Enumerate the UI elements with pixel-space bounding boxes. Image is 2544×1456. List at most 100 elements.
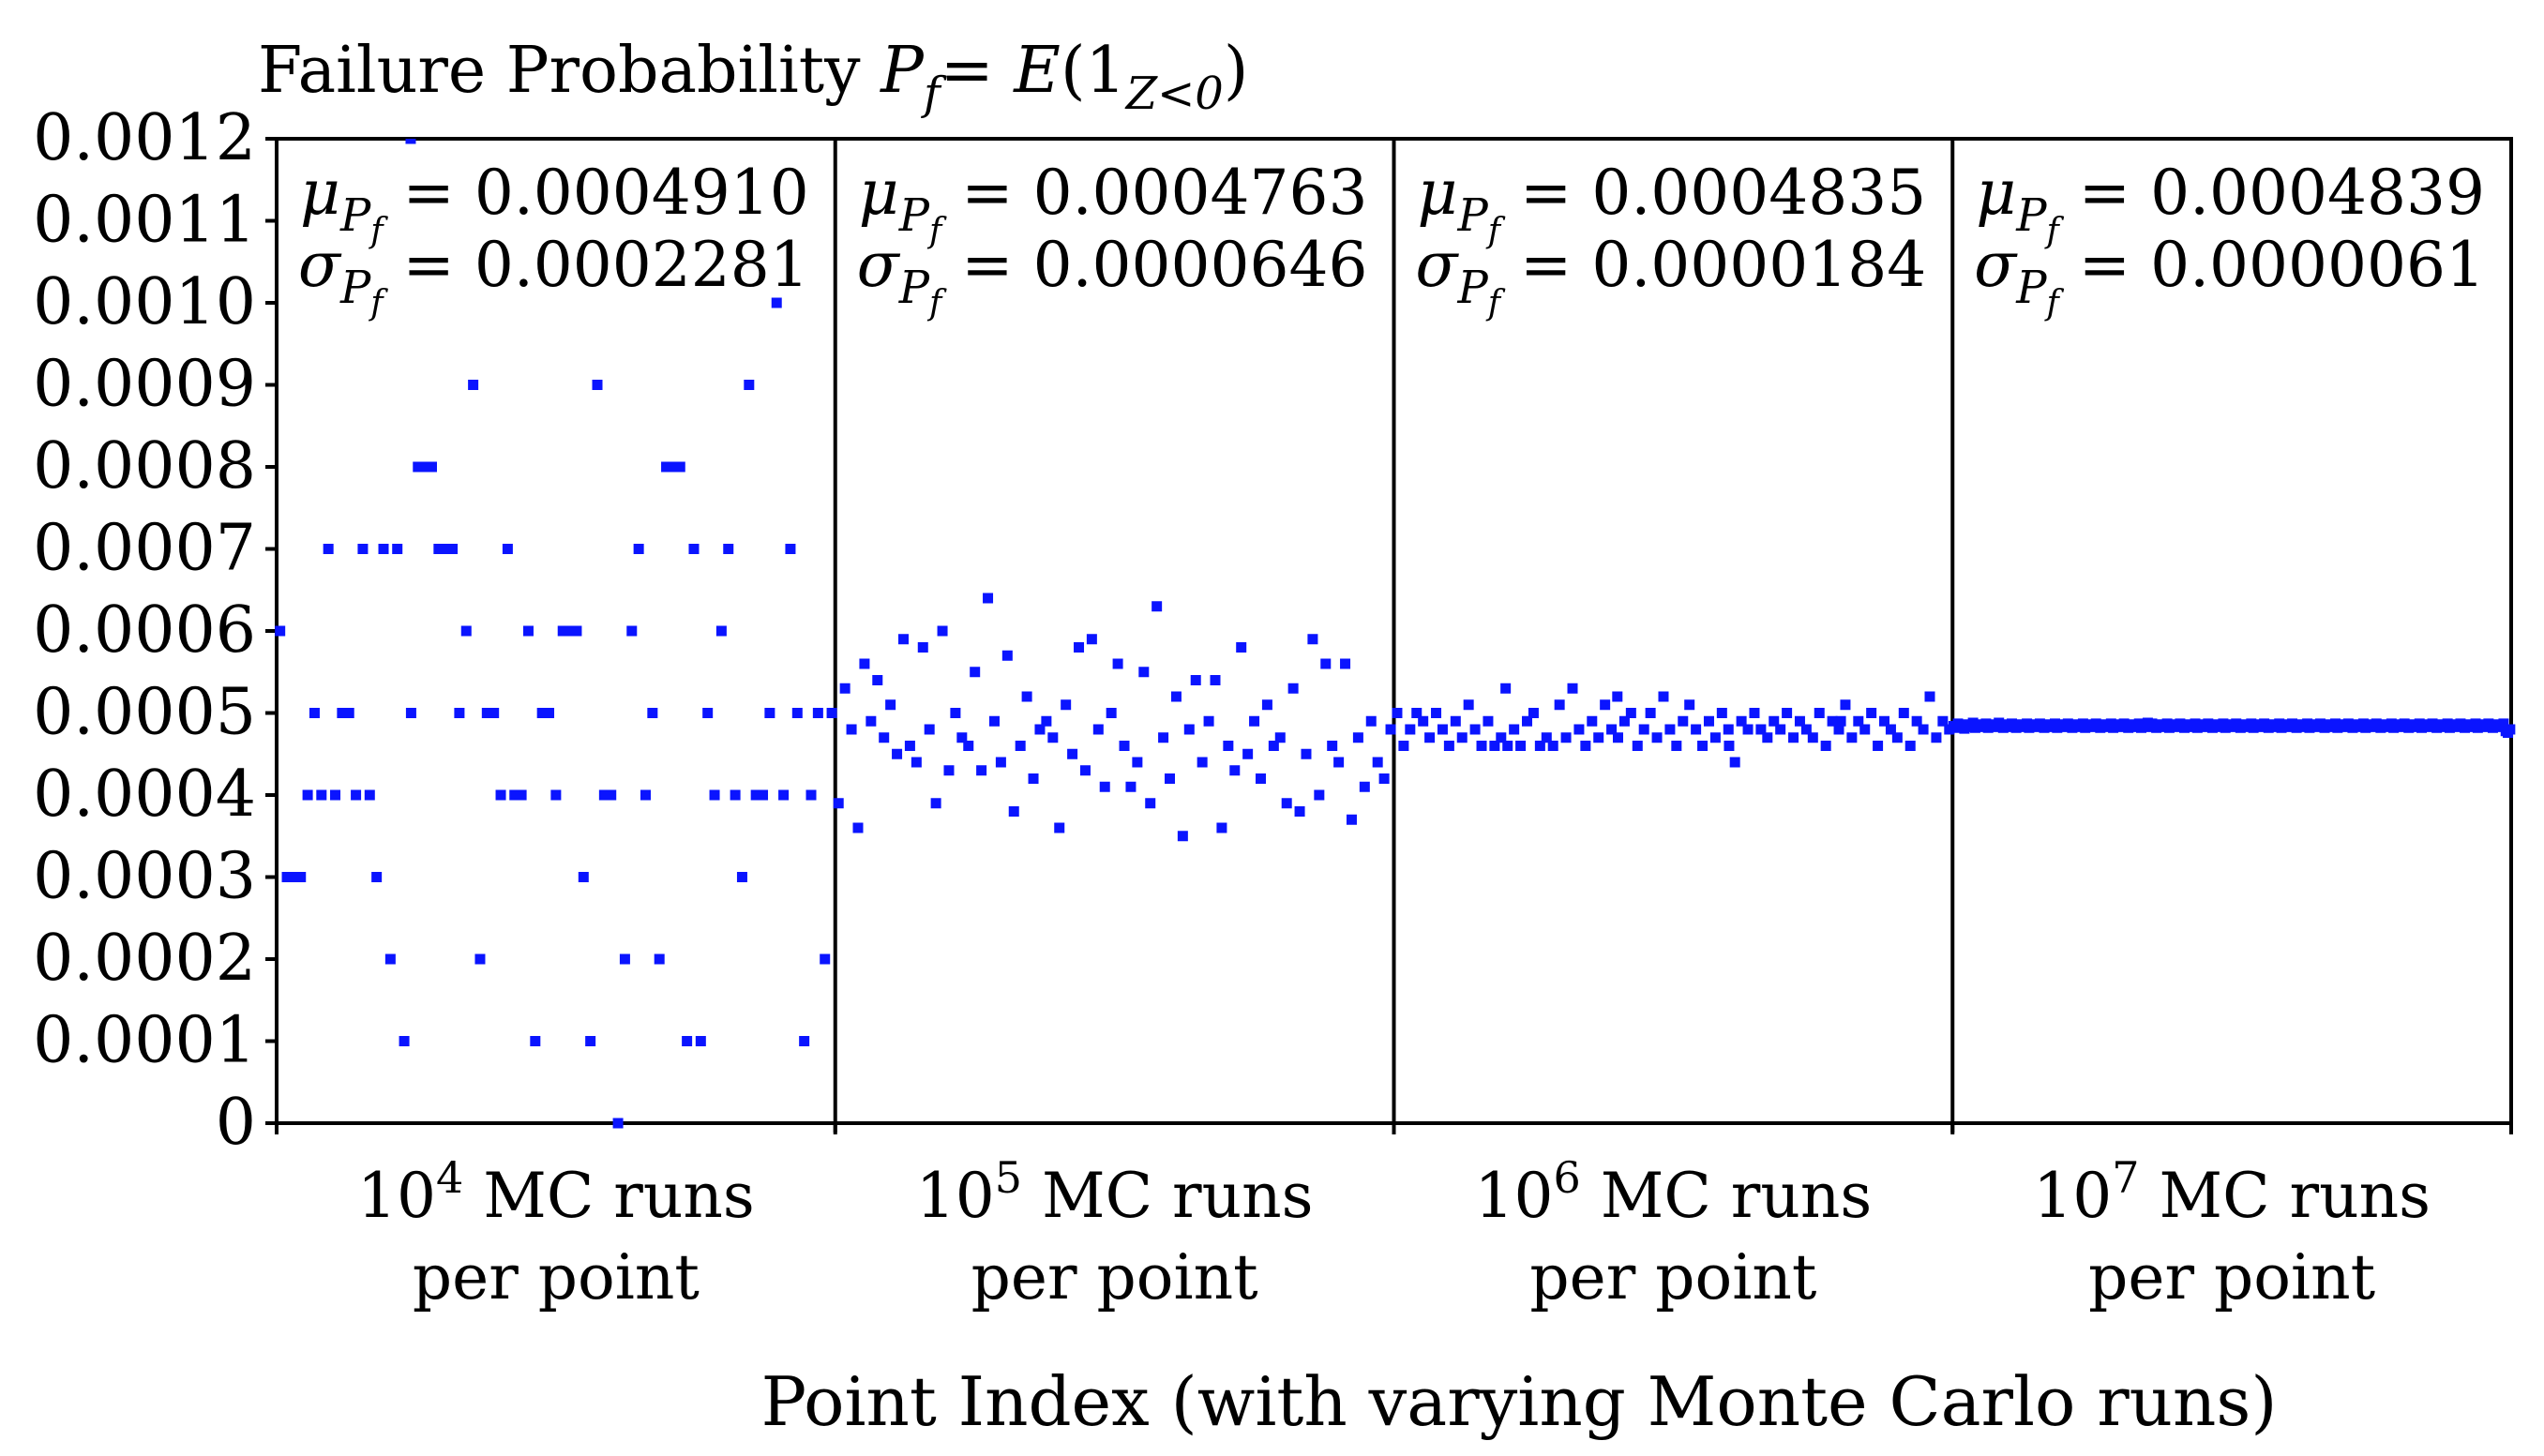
data-point: [1678, 715, 1689, 727]
chart-title-open: (1: [1061, 34, 1126, 108]
y-axis-ticks: 00.00010.00020.00030.00040.00050.00060.0…: [33, 101, 277, 1160]
data-point: [1047, 732, 1059, 743]
data-point: [1411, 708, 1423, 718]
data-point: [1769, 715, 1780, 727]
group-runs-label: 106 MC runs: [1475, 1152, 1873, 1232]
data-point: [1554, 699, 1565, 711]
data-point: [1918, 724, 1929, 735]
data-point: [1255, 773, 1266, 784]
data-point: [1515, 741, 1527, 751]
group-mu: μPf = 0.0004910: [300, 157, 809, 250]
data-point: [1106, 708, 1117, 718]
data-point: [447, 544, 459, 554]
data-point: [522, 625, 534, 637]
data-point: [316, 789, 327, 801]
data-point: [536, 708, 548, 718]
data-point: [668, 461, 679, 473]
data-point: [1489, 741, 1500, 751]
group-sigma: σPf = 0.0000061: [1974, 229, 2485, 323]
data-point: [1723, 724, 1734, 735]
data-point: [1333, 757, 1345, 768]
data-point: [930, 798, 941, 809]
data-point: [1165, 773, 1176, 784]
data-point: [764, 708, 775, 718]
data-point: [468, 380, 479, 390]
data-point: [1034, 724, 1046, 735]
data-point: [866, 715, 877, 727]
y-tick-label: 0.0009: [33, 348, 256, 422]
data-point: [1443, 741, 1454, 751]
data-point: [1541, 732, 1552, 743]
data-point: [1398, 741, 1409, 751]
data-point: [1782, 708, 1793, 718]
data-point: [1170, 691, 1182, 702]
data-point: [598, 789, 610, 801]
data-point: [1567, 683, 1578, 694]
group-labels: 104 MC runs per point 105 MC runs per point…: [357, 1152, 2431, 1313]
data-point: [730, 789, 741, 801]
data-point: [1028, 773, 1039, 784]
data-point: [1119, 741, 1130, 751]
data-point: [879, 732, 890, 743]
data-point: [1496, 732, 1507, 743]
data-point: [1001, 650, 1013, 661]
data-point: [1891, 732, 1903, 743]
data-point: [1190, 675, 1201, 685]
data-point: [1152, 601, 1163, 612]
data-point: [852, 822, 864, 833]
data-point: [1736, 715, 1747, 727]
chart-title-ind-sub: Z<0: [1124, 68, 1224, 120]
data-point: [1061, 699, 1072, 711]
data-point: [1612, 691, 1623, 702]
data-point: [509, 789, 520, 801]
data-point: [820, 953, 831, 965]
data-point: [405, 139, 416, 144]
data-point: [715, 625, 727, 637]
data-point: [805, 789, 817, 801]
data-point: [736, 872, 747, 882]
data-point: [702, 708, 714, 718]
y-tick-label: 0.0003: [33, 840, 256, 914]
data-point: [1450, 715, 1461, 727]
data-point: [606, 789, 617, 801]
data-point: [1924, 691, 1935, 702]
data-point: [1223, 741, 1234, 751]
data-point: [1385, 724, 1396, 735]
data-point: [647, 708, 658, 718]
data-point: [557, 625, 568, 637]
data-point: [1853, 715, 1864, 727]
data-point: [892, 748, 903, 759]
data-point: [1645, 708, 1656, 718]
y-tick-label: 0.0001: [33, 1004, 256, 1078]
data-point: [2505, 724, 2516, 735]
chart-title-e: E: [1012, 34, 1061, 108]
data-point: [1086, 634, 1097, 645]
data-point: [1197, 757, 1208, 768]
data-point: [1749, 708, 1760, 718]
data-point: [640, 789, 651, 801]
data-point: [846, 724, 857, 735]
data-point: [1606, 724, 1618, 735]
data-point: [983, 593, 994, 604]
data-point: [963, 741, 974, 751]
data-point: [426, 461, 437, 473]
data-point: [489, 708, 500, 718]
data-point: [337, 708, 348, 718]
data-point: [1724, 741, 1735, 751]
data-point: [911, 757, 922, 768]
data-point: [1431, 708, 1442, 718]
data-point: [1112, 658, 1123, 669]
data-point: [1268, 741, 1279, 751]
data-point: [1236, 642, 1247, 653]
data-point: [833, 798, 844, 809]
data-point: [943, 765, 955, 776]
data-point: [812, 708, 823, 718]
data-point: [1528, 708, 1539, 718]
data-point: [384, 953, 396, 965]
data-point: [585, 1036, 596, 1046]
data-point: [917, 642, 928, 653]
data-point: [988, 715, 1000, 727]
data-point: [1560, 732, 1572, 743]
data-point: [550, 789, 562, 801]
data-point: [688, 544, 700, 554]
